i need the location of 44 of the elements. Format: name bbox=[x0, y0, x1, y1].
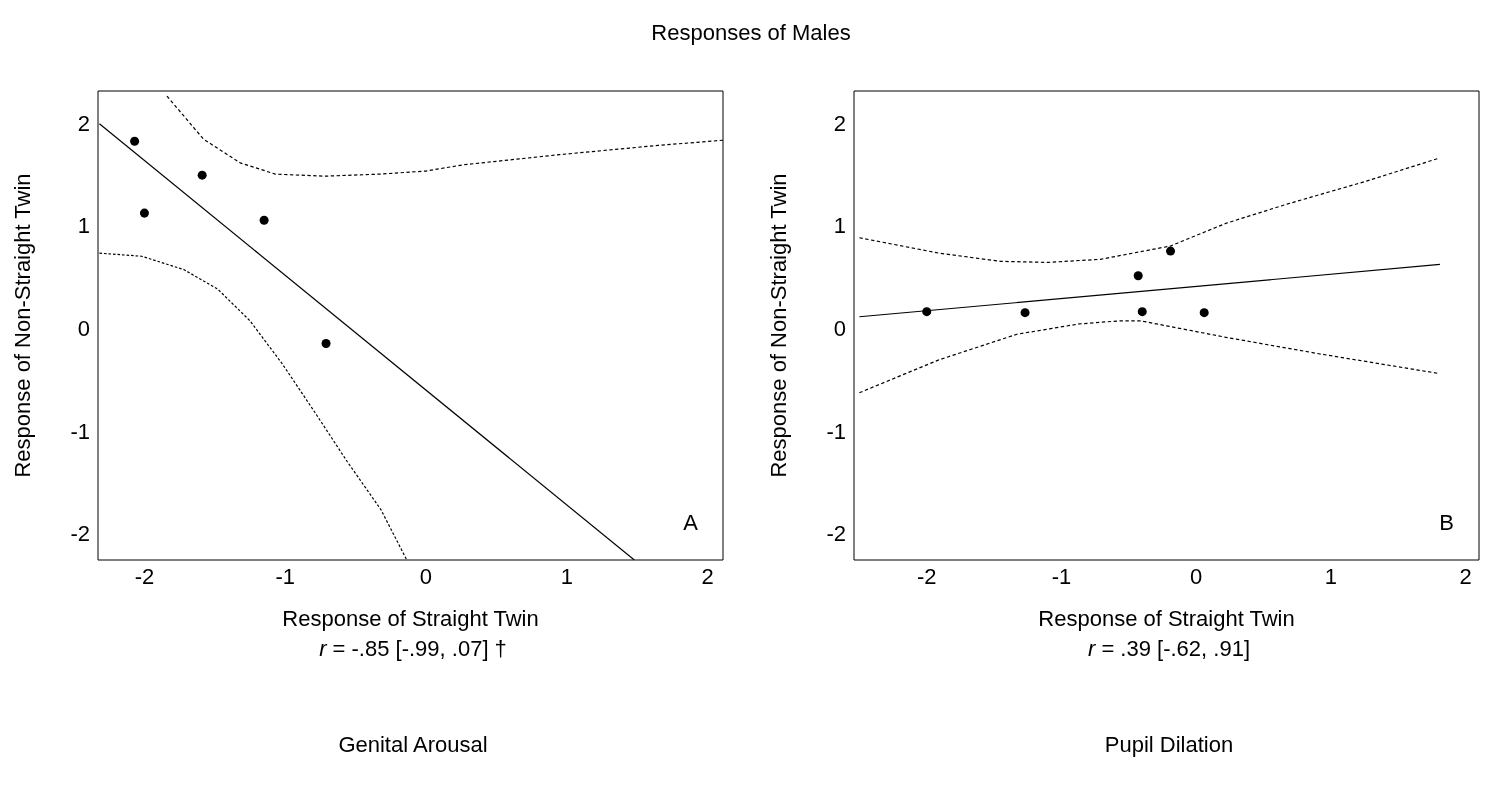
x-tick-label: 0 bbox=[1190, 563, 1203, 589]
x-tick-label: 1 bbox=[1324, 563, 1337, 589]
chart-title: Responses of Males bbox=[650, 19, 852, 47]
x-tick-label: -2 bbox=[134, 563, 155, 589]
point bbox=[130, 136, 140, 146]
point bbox=[1133, 271, 1143, 281]
y-tick-label: 2 bbox=[77, 110, 90, 136]
point bbox=[259, 215, 269, 225]
y-axis-title: Response of Non-Straight Twin bbox=[9, 173, 35, 478]
line-series bbox=[858, 158, 1438, 263]
point bbox=[922, 307, 932, 317]
point bbox=[197, 170, 207, 180]
x-tick-label: 0 bbox=[419, 563, 433, 589]
y-tick-label: -1 bbox=[826, 418, 846, 444]
y-tick-label: 2 bbox=[833, 110, 846, 136]
text: Pupil Dilation bbox=[1103, 732, 1235, 758]
point bbox=[1166, 246, 1176, 256]
x-axis-title: Response of Straight Twin bbox=[282, 606, 539, 631]
point bbox=[139, 208, 149, 218]
text: Genital Arousal bbox=[337, 732, 489, 758]
point bbox=[1020, 308, 1030, 318]
y-tick-label: -2 bbox=[70, 521, 90, 547]
y-tick-label: -2 bbox=[826, 521, 846, 547]
point bbox=[321, 338, 331, 348]
point bbox=[1199, 308, 1209, 318]
y-tick-label: 0 bbox=[833, 315, 846, 341]
y-axis-title: Response of Non-Straight Twin bbox=[765, 173, 791, 478]
y-tick-label: 0 bbox=[77, 315, 90, 341]
text: r = -.85 [-.99, .07] † bbox=[319, 636, 507, 661]
x-tick-label: -1 bbox=[275, 563, 295, 589]
x-axis-title: Response of Straight Twin bbox=[1038, 606, 1295, 631]
y-tick-label: -1 bbox=[70, 418, 90, 444]
x-tick-label: 2 bbox=[1459, 563, 1472, 589]
x-tick-label: -2 bbox=[916, 563, 937, 589]
x-tick-label: 2 bbox=[701, 563, 714, 589]
y-tick-label: 1 bbox=[77, 213, 90, 239]
line-series bbox=[858, 320, 1438, 394]
x-tick-label: -1 bbox=[1051, 563, 1072, 589]
x-tick-label: 1 bbox=[560, 563, 573, 589]
annotation: B bbox=[1439, 510, 1454, 536]
point bbox=[1137, 307, 1147, 317]
y-tick-label: 1 bbox=[833, 213, 846, 239]
annotation: A bbox=[683, 510, 698, 536]
text: r = .39 [-.62, .91] bbox=[1087, 636, 1251, 661]
